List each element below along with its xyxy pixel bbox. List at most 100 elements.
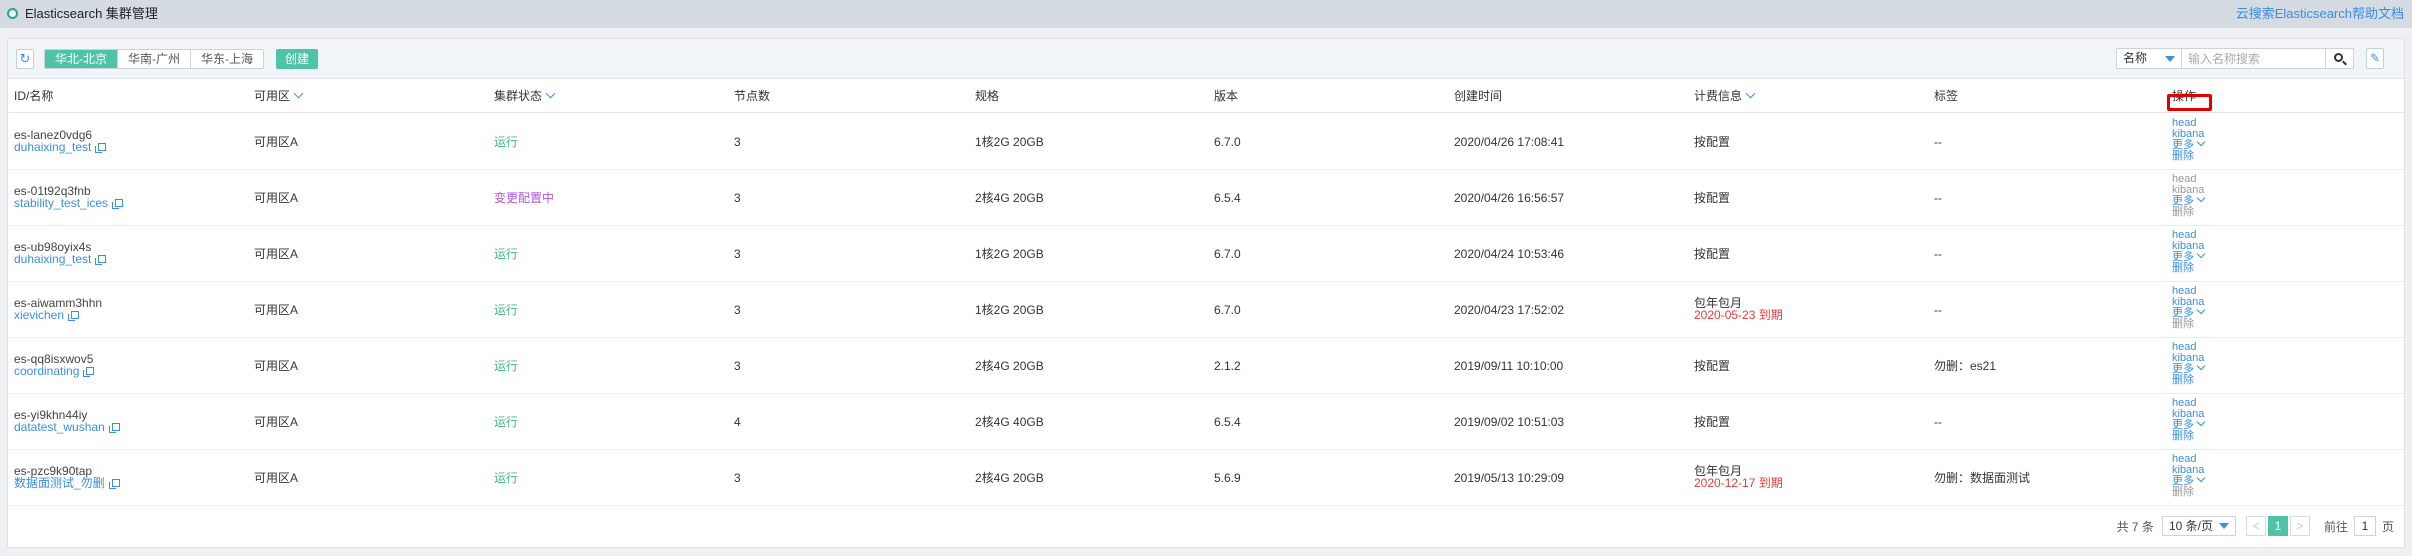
version-cell: 5.6.9 [1214, 471, 1241, 485]
more-menu[interactable]: 更多 [2172, 137, 2206, 151]
zone-cell: 可用区A [254, 303, 299, 317]
cluster-name[interactable]: datatest_wushan [14, 420, 120, 434]
search-button[interactable] [2326, 48, 2354, 69]
head-link[interactable]: head [2172, 173, 2197, 185]
copy-icon[interactable] [95, 255, 107, 265]
created-time-cell: 2020/04/24 10:53:46 [1454, 247, 1565, 261]
goto-page-input[interactable]: 1 [2353, 516, 2376, 536]
edit-icon[interactable]: ✎ [2366, 48, 2384, 69]
head-link[interactable]: head [2172, 117, 2197, 129]
filter-chevron-icon[interactable] [545, 88, 556, 99]
delete-link[interactable]: 删除 [2172, 486, 2194, 498]
delete-link[interactable]: 删除 [2172, 262, 2194, 274]
kibana-link[interactable]: kibana [2172, 464, 2205, 476]
help-doc-link[interactable]: 云搜索Elasticsearch帮助文档 [2235, 6, 2404, 21]
kibana-link[interactable]: kibana [2172, 352, 2205, 364]
region-tab-shanghai[interactable]: 华东-上海 [201, 52, 253, 66]
cluster-name-text[interactable]: xievichen [14, 308, 65, 322]
delete-link[interactable]: 删除 [2172, 206, 2194, 218]
cluster-name[interactable]: 数据面测试_勿删 [14, 476, 120, 490]
more-menu[interactable]: 更多 [2172, 193, 2206, 207]
cluster-name-text[interactable]: datatest_wushan [14, 420, 105, 434]
head-link[interactable]: head [2172, 285, 2197, 297]
column-zone[interactable]: 可用区 [254, 88, 304, 103]
cluster-name[interactable]: duhaixing_test [14, 140, 107, 154]
column-nodes: 节点数 [734, 89, 771, 103]
tag-cell: 勿删：es21 [1934, 359, 1997, 373]
page-size-select[interactable]: 10 条/页 [2161, 516, 2236, 536]
copy-icon[interactable] [112, 199, 124, 209]
kibana-link[interactable]: kibana [2172, 184, 2205, 196]
next-page-button[interactable]: > [2289, 516, 2310, 536]
column-status[interactable]: 集群状态 [494, 88, 556, 103]
cluster-id: es-ub98oyix4s [14, 240, 92, 254]
delete-link[interactable]: 删除 [2172, 430, 2194, 442]
status-badge: 变更配置中 [494, 191, 555, 205]
spec-cell: 2核4G 40GB [975, 415, 1044, 429]
copy-icon[interactable] [95, 143, 107, 153]
nodes-cell: 3 [734, 135, 741, 149]
copy-icon[interactable] [108, 479, 120, 489]
billing-expire: 2020-05-23 到期 [1694, 308, 1783, 322]
status-badge: 运行 [494, 247, 519, 261]
cluster-name[interactable]: xievichen [14, 308, 80, 322]
head-link[interactable]: head [2172, 341, 2197, 353]
row-actions: head kibana 更多 删除 [2172, 117, 2206, 162]
table-row: es-pzc9k90tap 数据面测试_勿删 可用区A 运行 3 2核4G 20GB 5.6… [8, 450, 2404, 506]
cluster-panel: ↻ 华北-北京 华南-广州 华东-上海 创建 名称 ✎ ID/名称 可用区 集群… [7, 38, 2405, 548]
zone-cell: 可用区A [254, 135, 299, 149]
head-link[interactable]: head [2172, 397, 2197, 409]
cluster-name[interactable]: duhaixing_test [14, 252, 107, 266]
more-menu[interactable]: 更多 [2172, 305, 2206, 319]
page-number-current[interactable]: 1 [2267, 516, 2288, 536]
delete-link[interactable]: 删除 [2172, 374, 2194, 386]
more-menu[interactable]: 更多 [2172, 361, 2206, 375]
copy-icon[interactable] [68, 311, 80, 321]
cluster-name-text[interactable]: duhaixing_test [14, 252, 92, 266]
kibana-link[interactable]: kibana [2172, 296, 2205, 308]
created-time-cell: 2020/04/23 17:52:02 [1454, 303, 1565, 317]
prev-page-button[interactable]: < [2245, 516, 2266, 536]
cluster-name-text[interactable]: 数据面测试_勿删 [14, 476, 105, 490]
delete-highlight-box [2167, 94, 2212, 111]
more-menu-label: 更多 [2172, 363, 2194, 375]
kibana-link[interactable]: kibana [2172, 408, 2205, 420]
refresh-icon[interactable]: ↻ [16, 49, 34, 69]
column-tag: 标签 [1934, 89, 1959, 103]
copy-icon[interactable] [83, 367, 95, 377]
kibana-link[interactable]: kibana [2172, 128, 2205, 140]
nodes-cell: 3 [734, 303, 741, 317]
search-input[interactable] [2182, 48, 2326, 69]
billing-cell: 按配置 [1694, 191, 1731, 205]
search-group: 名称 ✎ [2116, 48, 2384, 69]
page-title: Elasticsearch 集群管理 [25, 6, 158, 21]
more-menu[interactable]: 更多 [2172, 473, 2206, 487]
cluster-name[interactable]: stability_test_ices [14, 196, 124, 210]
more-menu[interactable]: 更多 [2172, 249, 2206, 263]
cluster-name-text[interactable]: duhaixing_test [14, 140, 92, 154]
created-time-cell: 2019/09/02 10:51:03 [1454, 415, 1565, 429]
kibana-link[interactable]: kibana [2172, 240, 2205, 252]
cluster-name[interactable]: coordinating [14, 364, 95, 378]
spec-cell: 1核2G 20GB [975, 247, 1044, 261]
create-button[interactable]: 创建 [276, 49, 319, 69]
cluster-name-text[interactable]: coordinating [14, 364, 80, 378]
region-tab-guangzhou[interactable]: 华南-广州 [118, 50, 191, 68]
created-time-cell: 2020/04/26 16:56:57 [1454, 191, 1565, 205]
head-link[interactable]: head [2172, 453, 2197, 465]
head-link[interactable]: head [2172, 229, 2197, 241]
more-menu-label: 更多 [2172, 251, 2194, 263]
filter-chevron-icon[interactable] [293, 88, 304, 99]
chevron-down-icon [2196, 417, 2206, 427]
more-menu[interactable]: 更多 [2172, 417, 2206, 431]
cluster-name-text[interactable]: stability_test_ices [14, 196, 109, 210]
delete-link[interactable]: 删除 [2172, 318, 2194, 330]
delete-link[interactable]: 删除 [2172, 150, 2194, 162]
filter-chevron-icon[interactable] [1745, 88, 1756, 99]
search-field-select[interactable]: 名称 [2116, 48, 2182, 69]
copy-icon[interactable] [108, 423, 120, 433]
region-tab-beijing[interactable]: 华北-北京 [45, 50, 118, 68]
status-badge: 运行 [494, 303, 519, 317]
created-time-cell: 2019/05/13 10:29:09 [1454, 471, 1565, 485]
column-billing[interactable]: 计费信息 [1694, 88, 1756, 103]
